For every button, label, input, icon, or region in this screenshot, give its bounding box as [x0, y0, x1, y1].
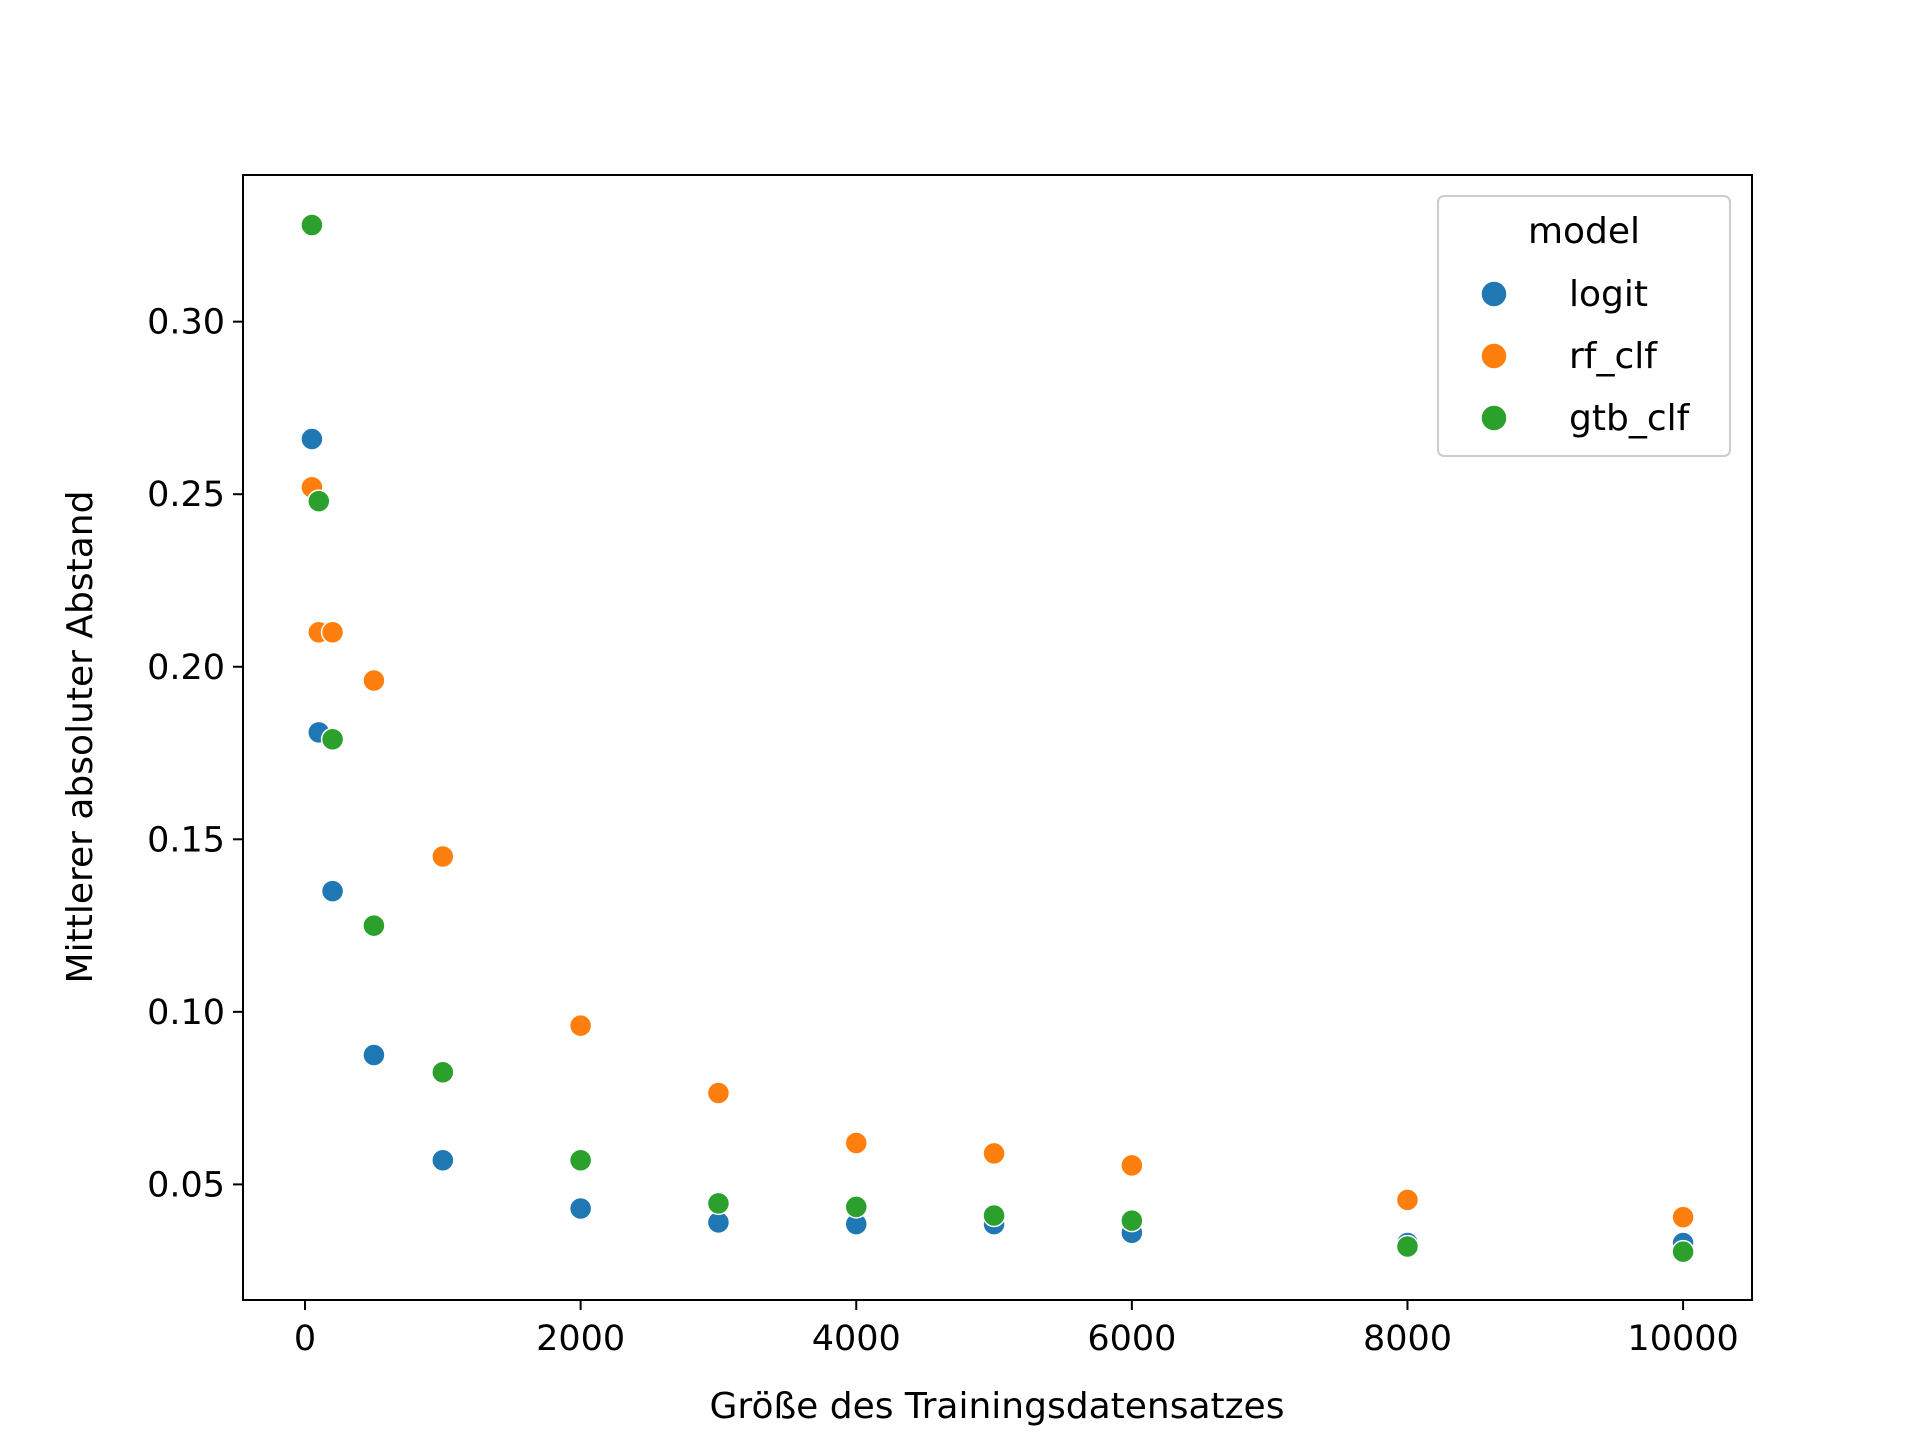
data-point-rf_clf	[431, 844, 455, 869]
y-tick-label: 0.20	[147, 648, 225, 688]
data-point-gtb_clf	[706, 1191, 731, 1216]
data-point-rf_clf	[320, 620, 345, 644]
y-axis: 0.05 0.10 0.15 0.20 0.25 0.30	[147, 303, 243, 1205]
data-point-rf_clf	[568, 1013, 593, 1038]
legend-title: model	[1528, 211, 1640, 252]
legend-frame	[1437, 195, 1731, 457]
data-point-rf_clf	[1120, 1153, 1144, 1178]
data-point-gtb_clf	[568, 1148, 593, 1172]
data-point-gtb_clf	[320, 727, 345, 751]
data-point-logit	[362, 1043, 386, 1067]
data-point-gtb_clf	[982, 1203, 1006, 1228]
series-rf_clf	[300, 475, 1695, 1229]
data-point-gtb_clf	[844, 1195, 868, 1219]
y-tick-label: 0.05	[147, 1165, 225, 1205]
data-point-gtb_clf	[1120, 1208, 1144, 1233]
data-point-logit	[431, 1148, 455, 1172]
legend-label-logit: logit	[1569, 274, 1648, 315]
series-gtb_clf	[300, 213, 1695, 1264]
data-point-logit	[568, 1196, 593, 1221]
x-tick-label: 2000	[536, 1319, 625, 1359]
x-tick-label: 6000	[1087, 1319, 1176, 1359]
data-point-rf_clf	[982, 1141, 1006, 1166]
data-point-logit	[300, 427, 324, 451]
legend: model logit rf_clf gtb_clf	[1437, 195, 1731, 457]
data-point-logit	[320, 879, 345, 903]
x-tick-label: 10000	[1627, 1319, 1738, 1359]
legend-label-rf_clf: rf_clf	[1569, 336, 1658, 377]
data-point-gtb_clf	[307, 489, 331, 513]
y-tick-label: 0.10	[147, 993, 225, 1033]
data-point-gtb_clf	[431, 1060, 455, 1084]
x-axis: 0 2000 4000 6000 8000 10000	[294, 1300, 1739, 1359]
x-axis-label: Größe des Trainingsdatensatzes	[710, 1386, 1285, 1427]
data-point-rf_clf	[1395, 1188, 1420, 1212]
data-point-gtb_clf	[1671, 1239, 1695, 1264]
legend-marker-gtb_clf	[1480, 404, 1508, 432]
data-point-rf_clf	[1671, 1205, 1695, 1229]
data-point-rf_clf	[844, 1131, 868, 1155]
data-point-rf_clf	[362, 668, 386, 693]
legend-marker-rf_clf	[1480, 342, 1508, 370]
data-point-gtb_clf	[1395, 1234, 1420, 1259]
data-point-rf_clf	[706, 1081, 731, 1105]
y-tick-label: 0.25	[147, 475, 225, 515]
legend-label-gtb_clf: gtb_clf	[1569, 398, 1691, 439]
plot-area	[300, 213, 1695, 1264]
legend-marker-logit	[1480, 280, 1508, 308]
legend-items: logit rf_clf gtb_clf	[1480, 274, 1691, 439]
y-tick-label: 0.30	[147, 303, 225, 343]
axes-frame	[242, 174, 1753, 1301]
data-point-gtb_clf	[300, 213, 324, 237]
x-tick-label: 8000	[1363, 1319, 1452, 1359]
y-tick-label: 0.15	[147, 820, 225, 860]
data-point-gtb_clf	[362, 913, 386, 938]
y-axis-label: Mittlerer absoluter Abstand	[60, 491, 101, 984]
x-tick-label: 4000	[812, 1319, 901, 1359]
x-tick-label: 0	[294, 1319, 316, 1359]
